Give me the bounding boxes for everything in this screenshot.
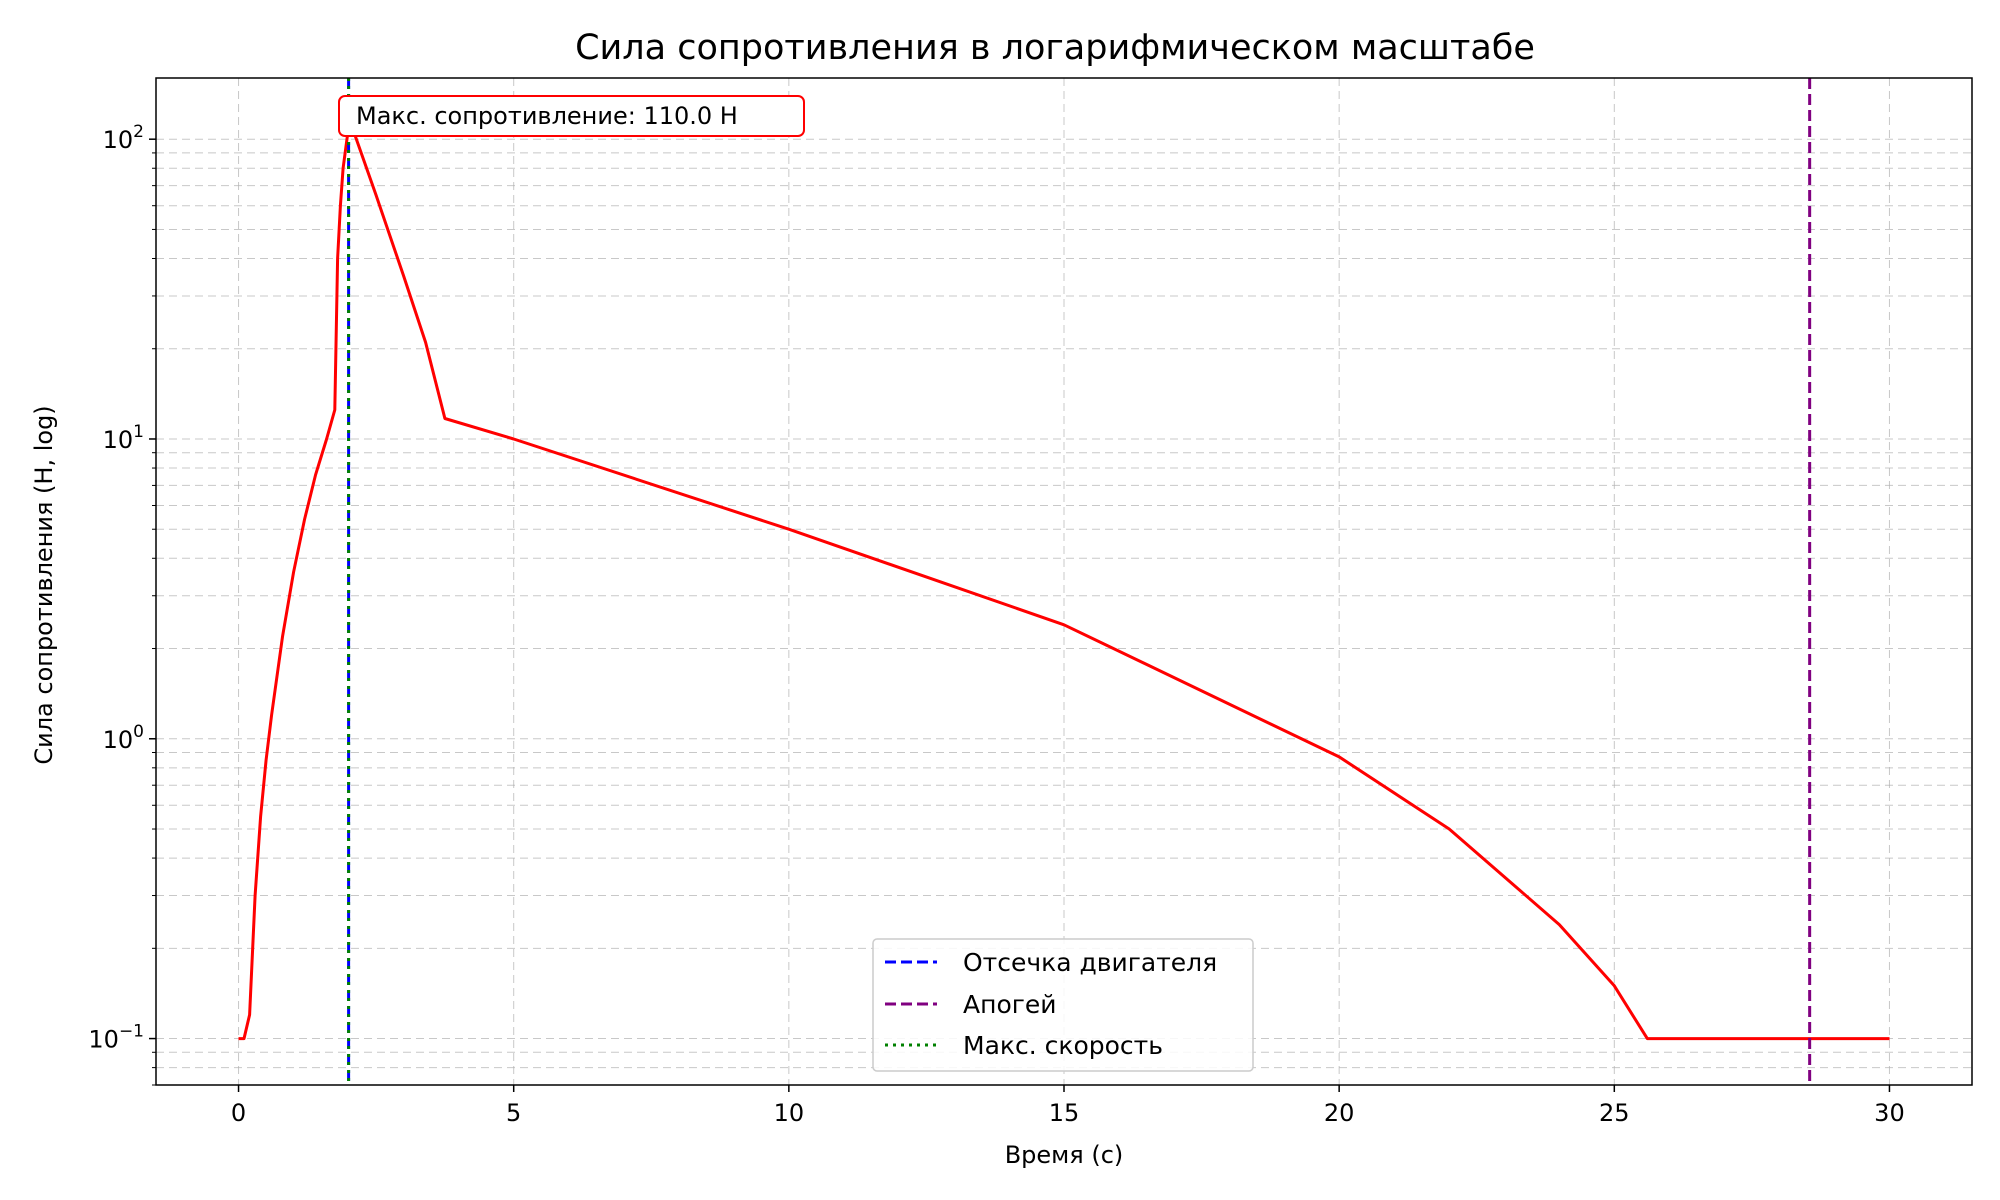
reference-lines xyxy=(347,78,1812,1085)
x-axis-ticks: 0 5 10 15 20 25 30 xyxy=(231,1085,1905,1127)
x-tick-label: 30 xyxy=(1874,1099,1905,1127)
grid xyxy=(156,78,1972,1086)
max-drag-annotation: Макс. сопротивление: 110.0 Н xyxy=(338,95,805,137)
y-tick-label: 102 xyxy=(103,122,144,154)
y-axis-label: Сила сопротивления (Н, log) xyxy=(30,405,58,764)
plot-frame xyxy=(155,77,1973,1086)
x-tick-label: 0 xyxy=(231,1099,246,1127)
annotation-box xyxy=(338,95,805,137)
annotation-text: Макс. сопротивление: 110.0 Н xyxy=(356,102,738,130)
x-tick-label: 15 xyxy=(1049,1099,1080,1127)
y-axis-ticks: 10−1 100 101 102 xyxy=(88,122,156,1086)
y-tick-label: 100 xyxy=(103,722,144,754)
x-tick-label: 5 xyxy=(506,1099,521,1127)
drag-force-line xyxy=(238,125,1890,1041)
legend-label-max-speed: Макс. скорость xyxy=(963,1031,1163,1060)
x-tick-label: 10 xyxy=(774,1099,805,1127)
series-layer xyxy=(238,125,1890,1041)
chart-title: Сила сопротивления в логарифмическом мас… xyxy=(575,28,1535,68)
legend-box xyxy=(872,938,1254,1072)
x-axis-label: Время (с) xyxy=(1005,1141,1124,1169)
x-tick-label: 20 xyxy=(1324,1099,1355,1127)
legend-label-apogee: Апогей xyxy=(963,990,1057,1019)
legend: Отсечка двигателя Апогей Макс. скорость xyxy=(872,938,1254,1072)
y-tick-label: 101 xyxy=(103,422,144,454)
y-tick-label: 10−1 xyxy=(88,1022,144,1054)
legend-label-engine-cutoff: Отсечка двигателя xyxy=(963,948,1217,977)
x-tick-label: 25 xyxy=(1599,1099,1630,1127)
